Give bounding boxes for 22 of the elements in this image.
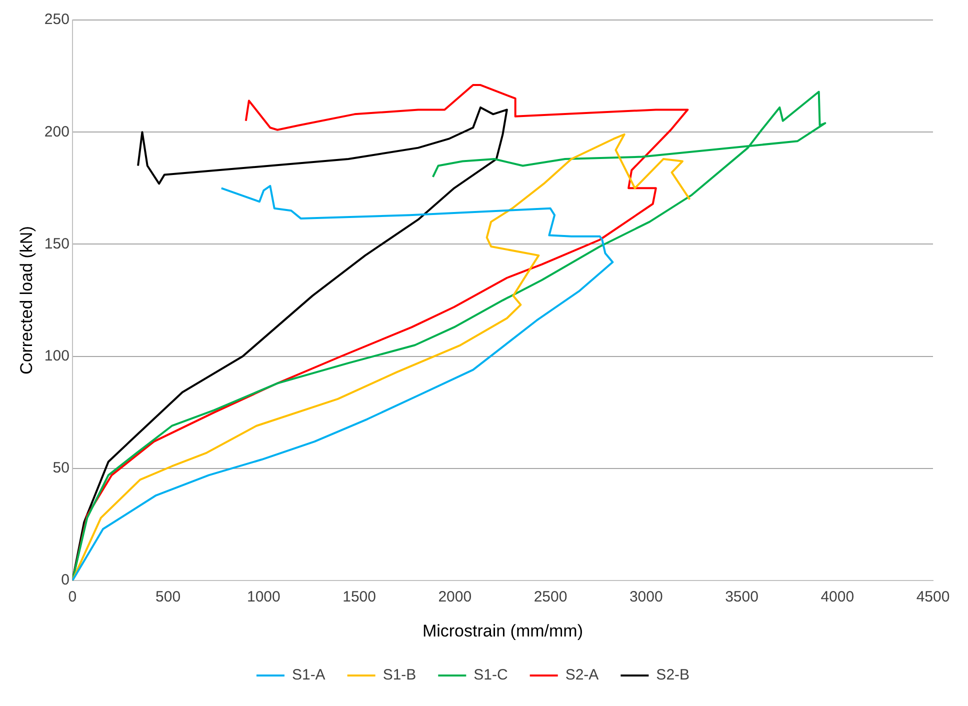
y-tick-label: 50 [52,460,70,477]
legend-label: S2-A [565,666,599,684]
y-axis-title: Corrected load (kN) [16,226,36,374]
x-tick-label: 4500 [916,588,950,606]
y-tick-label: 250 [44,11,70,28]
x-tick-label: 1500 [342,588,376,606]
y-tick-label: 200 [44,123,70,140]
x-tick-label: 2500 [534,588,568,606]
y-tick-label: 100 [44,348,70,364]
legend-label: S1-A [292,666,326,684]
legend-label: S2-B [656,666,690,684]
x-tick-label: 500 [156,588,181,606]
x-tick-label: 4000 [820,588,854,606]
x-tick-label: 3000 [629,588,663,606]
x-axis-title: Microstrain (mm/mm) [422,621,583,640]
y-tick-label: 0 [61,572,70,589]
legend-label: S1-B [382,666,416,684]
y-tick-label: 150 [44,235,70,252]
x-tick-label: 3500 [725,588,758,606]
x-tick-label: 1000 [246,588,280,606]
legend-label: S1-C [474,666,508,684]
x-tick-label: 2000 [438,588,472,606]
